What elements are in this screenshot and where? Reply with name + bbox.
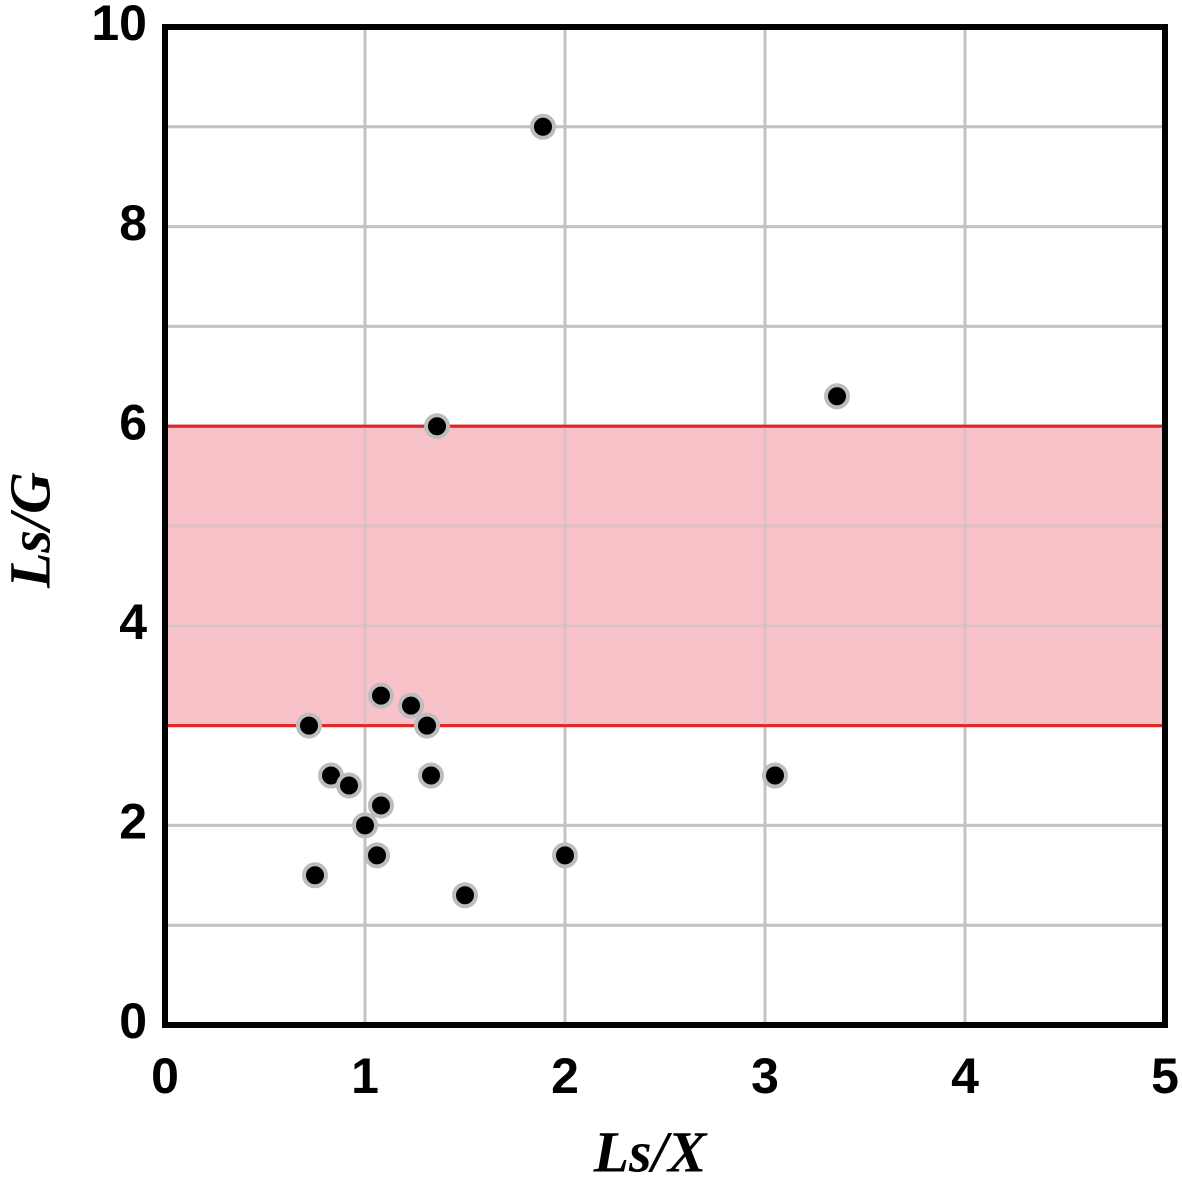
point	[296, 712, 322, 739]
x-tick-label: 3	[751, 1048, 779, 1104]
point	[418, 762, 444, 789]
x-axis-label: Ls/X	[593, 1119, 708, 1184]
point	[364, 842, 390, 869]
point	[552, 842, 578, 869]
point	[368, 792, 394, 819]
x-tick-label: 4	[951, 1048, 979, 1104]
point	[762, 762, 788, 789]
point	[424, 413, 450, 440]
plot-frame	[162, 24, 1168, 1028]
x-tick-label: 1	[351, 1048, 379, 1104]
y-tick-label: 6	[119, 394, 147, 450]
point	[368, 682, 394, 709]
point	[302, 862, 328, 889]
x-tick-label: 2	[551, 1048, 579, 1104]
point	[414, 712, 440, 739]
point	[452, 882, 478, 909]
y-tick-label: 0	[119, 993, 147, 1049]
highlight-band	[163, 424, 1167, 728]
y-axis-label: Ls/G	[0, 472, 62, 589]
point	[530, 113, 556, 140]
y-tick-label: 2	[119, 794, 147, 850]
x-tick-label: 5	[1151, 1048, 1179, 1104]
y-tick-label: 10	[91, 0, 147, 51]
point	[398, 692, 424, 719]
point	[336, 772, 362, 799]
y-tick-label: 4	[119, 594, 147, 650]
point	[352, 812, 378, 839]
point	[824, 383, 850, 410]
x-tick-label: 0	[151, 1048, 179, 1104]
y-tick-label: 8	[119, 195, 147, 251]
